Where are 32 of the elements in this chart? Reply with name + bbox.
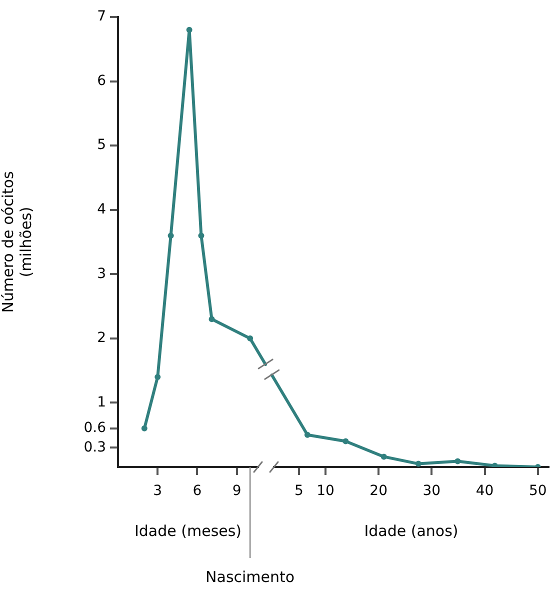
x-tick-label: 3 <box>153 483 162 500</box>
x-tick-label: 20 <box>370 483 388 500</box>
y-tick-label: 0.3 <box>84 439 106 456</box>
point <box>154 374 161 380</box>
point <box>454 458 461 464</box>
y-tick-label: 1 <box>97 394 106 410</box>
ref-line-label: Nascimento <box>206 568 295 586</box>
x-tick-label: 5 <box>294 483 304 500</box>
point <box>208 316 215 322</box>
y-tick-label: 3 <box>97 266 106 282</box>
x-tick-label: 50 <box>528 483 547 500</box>
x-tick-label: 10 <box>316 483 334 500</box>
y-axis-title: Número de oócitos (milhões) <box>0 171 35 313</box>
point <box>168 232 174 239</box>
point <box>342 438 349 444</box>
point <box>380 454 387 460</box>
x-tick-label: 40 <box>476 483 494 500</box>
point <box>415 460 422 467</box>
x-tick-label: 9 <box>232 483 242 500</box>
y-tick-label: 7 <box>97 8 106 25</box>
point <box>141 425 148 432</box>
y-tick-label: 6 <box>97 72 106 89</box>
y-tick-label: 2 <box>97 330 106 346</box>
x-tick-label: 30 <box>422 483 441 500</box>
x-axis-title: Idade (meses) <box>134 522 242 540</box>
y-tick-label: 4 <box>97 202 106 218</box>
y-tick-label: 5 <box>97 137 106 154</box>
point <box>198 232 204 239</box>
point <box>186 26 192 33</box>
y-tick-label: 0.6 <box>84 420 106 436</box>
x-tick-label: 6 <box>192 483 202 500</box>
x-axis-title: Idade (anos) <box>364 522 458 540</box>
